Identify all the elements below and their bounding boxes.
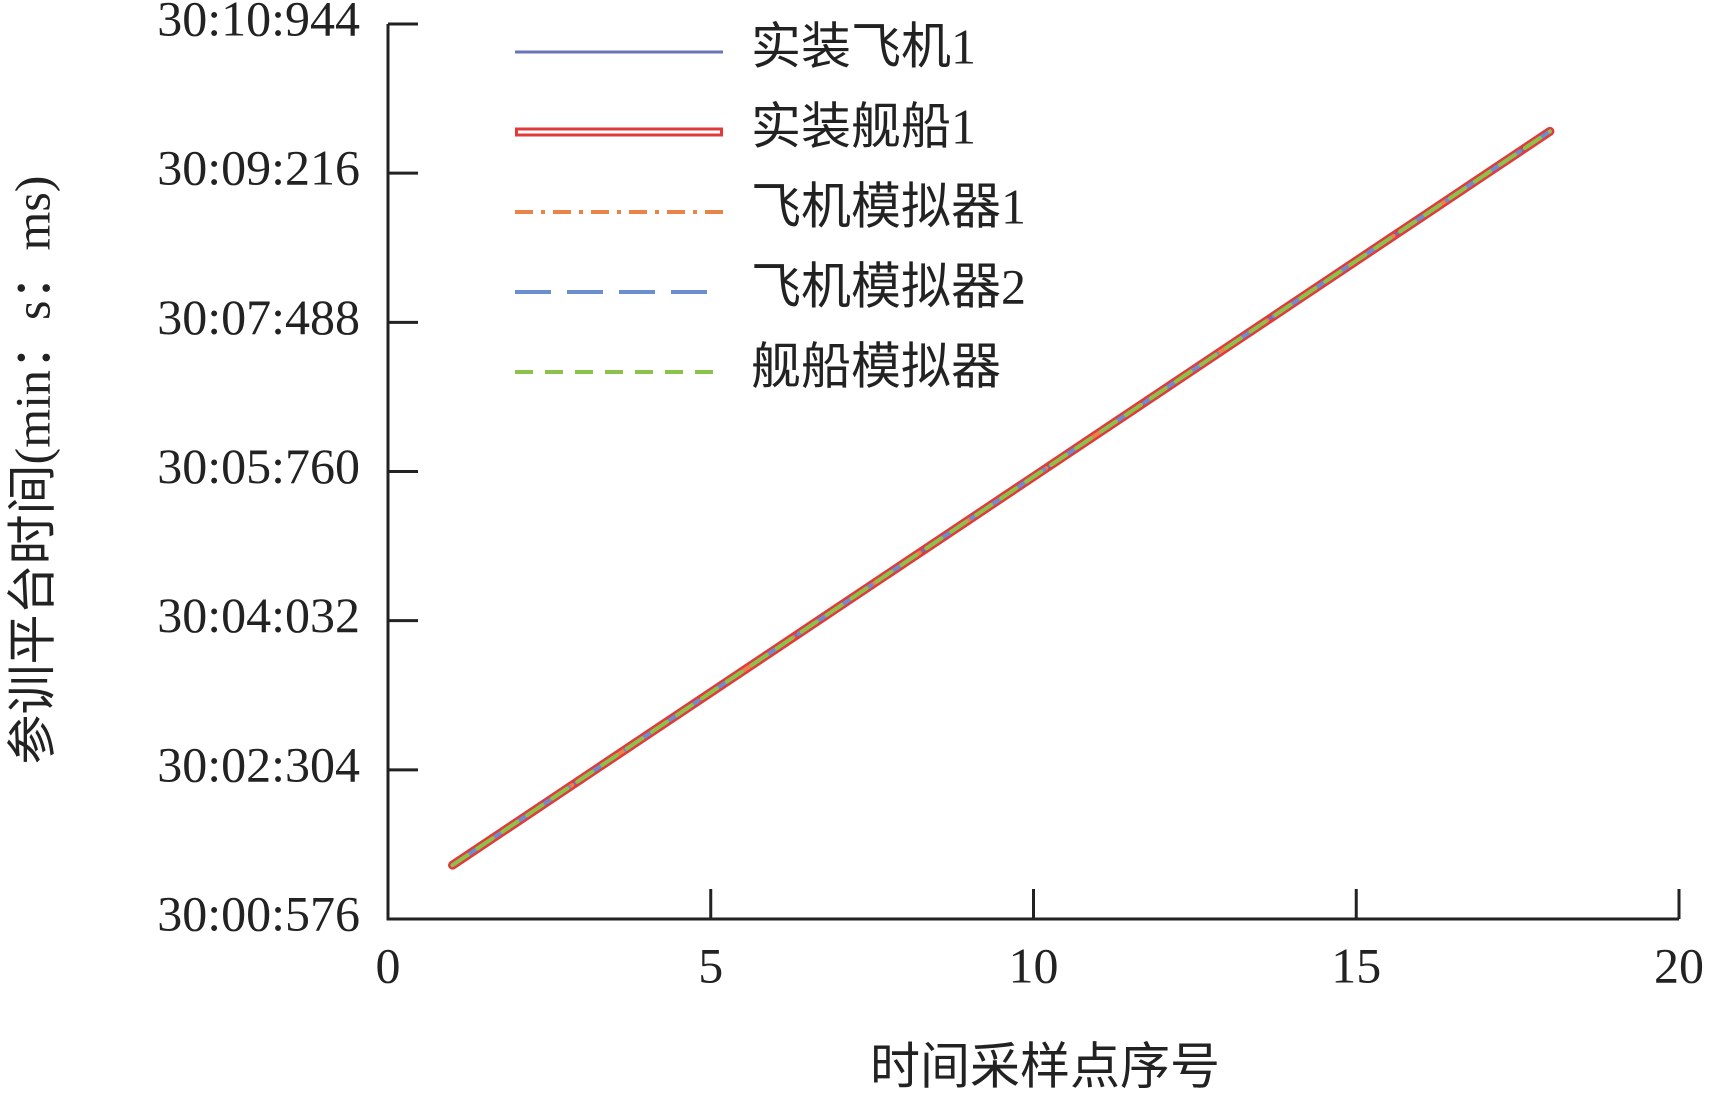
y-tick-label: 30:02:304 bbox=[157, 736, 360, 792]
legend-label: 实装飞机1 bbox=[751, 18, 976, 74]
x-axis-label: 时间采样点序号 bbox=[870, 1038, 1220, 1094]
legend-label: 飞机模拟器2 bbox=[751, 258, 1026, 314]
x-tick-label: 20 bbox=[1654, 937, 1704, 993]
y-tick-label: 30:00:576 bbox=[157, 885, 360, 941]
y-tick-label: 30:07:488 bbox=[157, 289, 360, 345]
x-tick-label: 0 bbox=[376, 937, 401, 993]
x-tick-label: 5 bbox=[698, 937, 723, 993]
y-tick-label: 30:10:944 bbox=[157, 0, 360, 46]
y-axis-label: 参训平台时间(min：s：ms) bbox=[4, 176, 60, 765]
y-tick-label: 30:09:216 bbox=[157, 140, 360, 196]
x-tick-label: 10 bbox=[1009, 937, 1059, 993]
legend-label: 实装舰船1 bbox=[751, 98, 976, 154]
series-line bbox=[450, 129, 1552, 868]
y-tick-label: 30:05:760 bbox=[157, 438, 360, 494]
legend-label: 飞机模拟器1 bbox=[751, 178, 1026, 234]
y-tick-label: 30:04:032 bbox=[157, 587, 360, 643]
x-tick-label: 15 bbox=[1331, 937, 1381, 993]
legend-label: 舰船模拟器 bbox=[751, 338, 1001, 394]
